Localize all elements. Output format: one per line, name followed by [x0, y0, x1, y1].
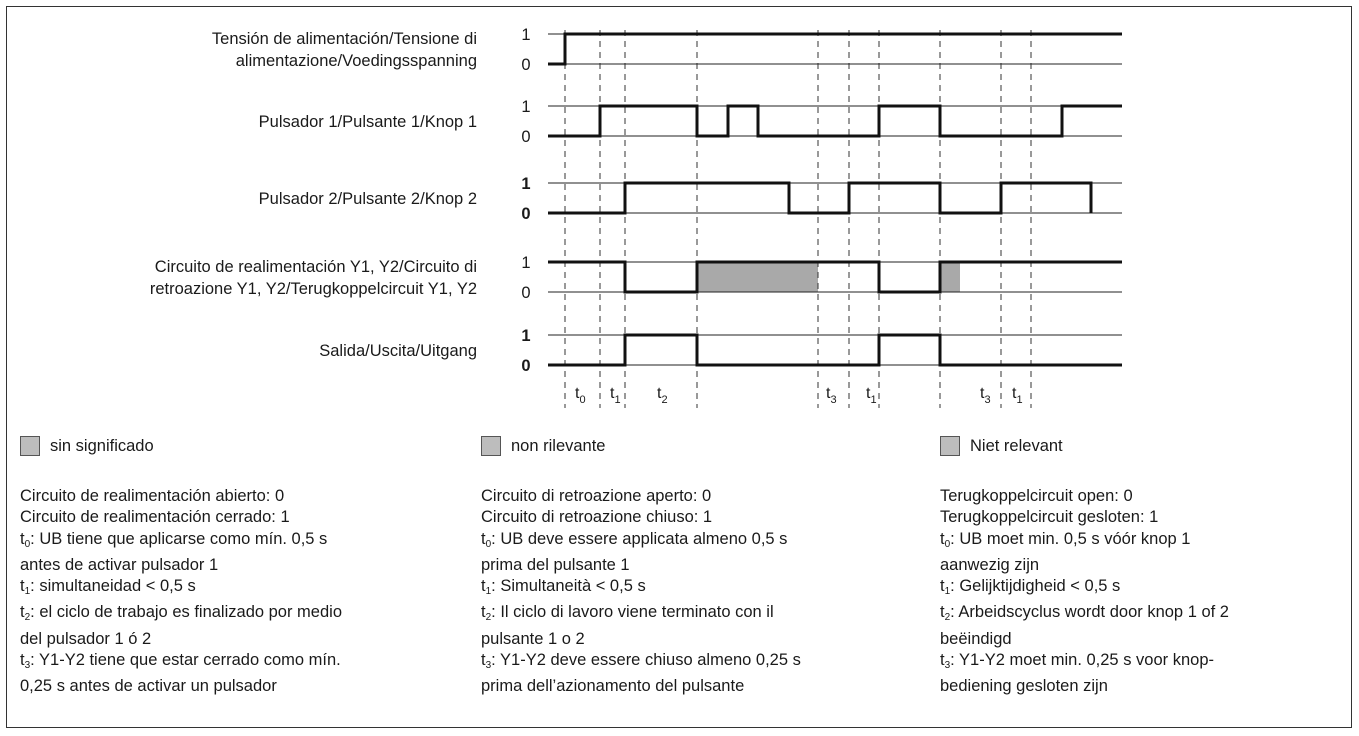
time-interval-label: t0 [575, 385, 586, 406]
note-t2: t2: Arbeidscyclus wordt door knop 1 of 2 [940, 603, 1229, 624]
note-open: Circuito de realimentación abierto: 0 [20, 487, 285, 505]
note-t1: t1: Simultaneità < 0,5 s [481, 577, 646, 598]
note-t0: t0: UB deve essere applicata almeno 0,5 … [481, 529, 788, 550]
legend-text-es: sin significado [50, 436, 154, 455]
signal-waveform [548, 32, 1122, 66]
note-t2-cont: beëindigd [940, 629, 1012, 648]
note-t2: t2: Il ciclo di lavoro viene terminato c… [481, 603, 774, 624]
level-label-low: 0 [521, 56, 530, 74]
notes-it: Circuito di retroazione aperto: 0 Circui… [481, 486, 801, 698]
note-t0-cont: prima del pulsante 1 [481, 555, 630, 574]
notes-nl: Terugkoppelcircuit open: 0 Terugkoppelci… [940, 486, 1229, 698]
level-label-low: 0 [521, 284, 530, 302]
notes-es: Circuito de realimentación abierto: 0 Ci… [20, 486, 342, 698]
signal-label: Salida/Uscita/Uitgang [319, 342, 477, 360]
note-open: Terugkoppelcircuit open: 0 [940, 487, 1133, 505]
signal-waveform [548, 104, 1122, 138]
level-label-high: 1 [521, 98, 530, 116]
time-interval-label: t3 [980, 385, 991, 406]
time-interval-label: t1 [610, 385, 621, 406]
level-label-high: 1 [521, 175, 530, 193]
shade-swatch [940, 436, 960, 456]
signal-waveform [548, 260, 1122, 294]
level-label-low: 0 [521, 205, 530, 223]
note-t2-cont: del pulsador 1 ó 2 [20, 629, 152, 648]
legend-nl: Niet relevant [940, 436, 1063, 456]
signal-label: retroazione Y1, Y2/Terugkoppelcircuit Y1… [150, 280, 477, 298]
level-label-low: 0 [521, 357, 530, 375]
note-t3-cont: prima dell’azionamento del pulsante [481, 677, 745, 696]
signal-label: Tensión de alimentación/Tensione di [212, 30, 477, 48]
note-t3: t3: Y1-Y2 tiene que estar cerrado como m… [20, 651, 341, 672]
time-interval-label: t1 [866, 385, 877, 406]
note-t0-cont: antes de activar pulsador 1 [20, 555, 219, 574]
legend-it: non rilevante [481, 436, 605, 456]
time-interval-label: t3 [826, 385, 837, 406]
signal-waveform [548, 181, 1093, 215]
shaded-region [940, 262, 960, 292]
signal-label: Pulsador 1/Pulsante 1/Knop 1 [259, 113, 477, 131]
note-t0: t0: UB tiene que aplicarse como mín. 0,5… [20, 529, 328, 550]
note-closed: Circuito de realimentación cerrado: 1 [20, 508, 290, 527]
note-t0-cont: aanwezig zijn [940, 555, 1040, 574]
time-interval-label: t1 [1012, 385, 1023, 406]
shade-swatch [20, 436, 40, 456]
signal-label: alimentazione/Voedingsspanning [236, 52, 477, 70]
signal-label: Circuito de realimentación Y1, Y2/Circui… [155, 258, 477, 276]
note-t1: t1: simultaneidad < 0,5 s [20, 577, 196, 598]
note-closed: Terugkoppelcircuit gesloten: 1 [940, 508, 1159, 527]
legend-text-nl: Niet relevant [970, 436, 1063, 455]
level-label-high: 1 [521, 26, 530, 44]
note-t0: t0: UB moet min. 0,5 s vóór knop 1 [940, 529, 1191, 550]
note-t3-cont: bediening gesloten zijn [940, 677, 1108, 696]
note-t2-cont: pulsante 1 o 2 [481, 629, 585, 648]
time-interval-label: t2 [657, 385, 668, 406]
shade-swatch [481, 436, 501, 456]
note-t3: t3: Y1-Y2 moet min. 0,25 s voor knop- [940, 651, 1214, 672]
note-closed: Circuito di retroazione chiuso: 1 [481, 508, 713, 527]
diagram-frame [6, 6, 1352, 728]
note-t1: t1: Gelijktijdigheid < 0,5 s [940, 577, 1121, 598]
level-label-high: 1 [521, 254, 530, 272]
legend-text-it: non rilevante [511, 436, 606, 455]
signal-waveform [548, 333, 1122, 367]
note-t3: t3: Y1-Y2 deve essere chiuso almeno 0,25… [481, 651, 801, 672]
shaded-region [697, 262, 818, 292]
level-label-low: 0 [521, 128, 530, 146]
signal-label: Pulsador 2/Pulsante 2/Knop 2 [259, 190, 477, 208]
note-open: Circuito di retroazione aperto: 0 [481, 487, 712, 505]
note-t2: t2: el ciclo de trabajo es finalizado po… [20, 603, 342, 624]
legend-es: sin significado [20, 436, 154, 456]
level-label-high: 1 [521, 327, 530, 345]
note-t3-cont: 0,25 s antes de activar un pulsador [20, 677, 277, 696]
